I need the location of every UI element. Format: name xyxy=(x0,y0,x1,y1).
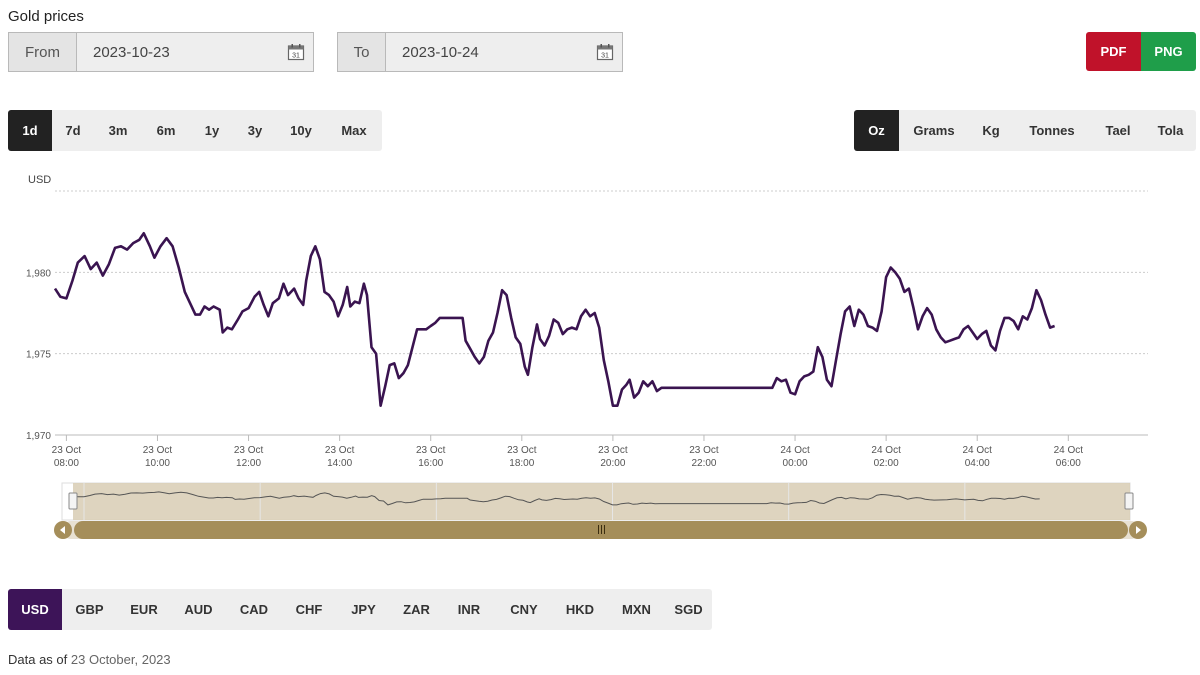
navigator-selected-range[interactable] xyxy=(73,483,1130,520)
from-date-value: 2023-10-23 xyxy=(93,43,170,61)
to-label: To xyxy=(338,33,386,71)
tab-unit-tael[interactable]: Tael xyxy=(1105,123,1131,138)
tab-unit-tonnes[interactable]: Tonnes xyxy=(1029,123,1075,138)
x-axis: 23 Oct 08:00 23 Oct 10:00 23 Oct 12:00 23 Oct 1… xyxy=(52,435,1084,469)
chevron-right-icon xyxy=(1136,526,1141,534)
unit-tabs: Oz Grams Kg Tonnes Tael Tola xyxy=(854,110,1196,151)
x-tick-label: 23 Oct xyxy=(416,445,446,456)
grip-icon xyxy=(598,525,605,534)
y-axis-unit-label: USD xyxy=(28,174,51,186)
tab-period-3y[interactable]: 3y xyxy=(247,123,263,138)
tab-period-7d[interactable]: 7d xyxy=(65,123,81,138)
scrollbar[interactable] xyxy=(54,521,1147,539)
period-tabs: 1d 7d 3m 6m 1y 3y 10y Max xyxy=(8,110,382,151)
tab-period-10y[interactable]: 10y xyxy=(290,123,312,138)
data-as-of-note: Data as of 23 October, 2023 xyxy=(8,652,171,667)
x-tick-label: 20:00 xyxy=(600,458,625,469)
x-tick-label: 14:00 xyxy=(327,458,352,469)
price-chart: USD 1,970 1,975 1,980 23 Oct 08:00 23 Oct 10:… xyxy=(0,165,1200,545)
navigator-right-handle[interactable] xyxy=(1124,492,1134,510)
y-tick-label: 1,980 xyxy=(26,268,51,279)
x-tick-label: 23 Oct xyxy=(52,445,82,456)
tab-currency-chf[interactable]: CHF xyxy=(295,602,323,617)
x-tick-label: 24 Oct xyxy=(1054,445,1084,456)
from-date-input[interactable]: 2023-10-23 31 xyxy=(77,33,313,71)
navigator-series-line xyxy=(72,491,1040,506)
x-tick-label: 16:00 xyxy=(418,458,443,469)
x-tick-label: 06:00 xyxy=(1056,458,1081,469)
navigator-left-handle[interactable] xyxy=(68,492,78,510)
export-pdf-button[interactable]: PDF xyxy=(1086,32,1141,71)
currency-tabs: USD GBP EUR AUD CAD CHF JPY ZAR INR CNY … xyxy=(8,589,712,630)
tab-currency-cny[interactable]: CNY xyxy=(510,602,538,617)
navigator[interactable] xyxy=(61,482,1134,521)
to-date-input[interactable]: 2023-10-24 31 xyxy=(386,33,622,71)
page-title: Gold prices xyxy=(8,8,84,25)
price-series-line[interactable] xyxy=(53,232,1056,407)
x-tick-label: 10:00 xyxy=(145,458,170,469)
x-tick-label: 00:00 xyxy=(783,458,808,469)
x-tick-label: 18:00 xyxy=(509,458,534,469)
from-date-field[interactable]: From 2023-10-23 31 xyxy=(8,32,314,72)
x-tick-label: 24 Oct xyxy=(780,445,810,456)
x-tick-label: 23 Oct xyxy=(234,445,264,456)
y-axis: 1,970 1,975 1,980 xyxy=(26,268,51,442)
x-tick-label: 23 Oct xyxy=(325,445,355,456)
tab-currency-gbp[interactable]: GBP xyxy=(75,602,104,617)
tab-currency-jpy[interactable]: JPY xyxy=(351,602,376,617)
x-tick-label: 24 Oct xyxy=(871,445,901,456)
tab-unit-grams[interactable]: Grams xyxy=(913,123,955,138)
x-tick-label: 23 Oct xyxy=(143,445,173,456)
export-buttons: PDF PNG xyxy=(1086,32,1196,71)
tab-period-1y[interactable]: 1y xyxy=(204,123,220,138)
tab-currency-inr[interactable]: INR xyxy=(457,602,481,617)
y-tick-label: 1,975 xyxy=(26,350,51,361)
tab-currency-hkd[interactable]: HKD xyxy=(565,602,595,617)
tab-currency-eur[interactable]: EUR xyxy=(130,602,158,617)
x-tick-label: 22:00 xyxy=(691,458,716,469)
calendar-glyph: 31 xyxy=(292,53,300,60)
tab-period-6m[interactable]: 6m xyxy=(156,123,176,138)
tab-currency-cad[interactable]: CAD xyxy=(239,602,269,617)
data-as-of-date: 23 October, 2023 xyxy=(70,652,171,667)
calendar-glyph: 31 xyxy=(601,53,609,60)
navigator-line xyxy=(72,491,1040,506)
x-tick-label: 23 Oct xyxy=(507,445,537,456)
tab-unit-tola[interactable]: Tola xyxy=(1157,123,1184,138)
x-tick-label: 23 Oct xyxy=(598,445,628,456)
calendar-icon[interactable]: 31 xyxy=(596,43,614,61)
tab-period-max[interactable]: Max xyxy=(341,123,367,138)
chart-svg: USD 1,970 1,975 1,980 23 Oct 08:00 23 Oct 10:… xyxy=(26,174,1148,539)
from-label: From xyxy=(9,33,77,71)
x-tick-label: 04:00 xyxy=(965,458,990,469)
y-tick-label: 1,970 xyxy=(26,431,51,442)
x-tick-label: 08:00 xyxy=(54,458,79,469)
calendar-icon[interactable]: 31 xyxy=(287,43,305,61)
to-date-value: 2023-10-24 xyxy=(402,43,479,61)
tab-currency-mxn[interactable]: MXN xyxy=(622,602,651,617)
to-date-field[interactable]: To 2023-10-24 31 xyxy=(337,32,623,72)
chevron-left-icon xyxy=(60,526,65,534)
tab-unit-oz[interactable]: Oz xyxy=(854,110,899,151)
export-png-button[interactable]: PNG xyxy=(1141,32,1196,71)
data-as-of-prefix: Data as of xyxy=(8,652,68,667)
navigator-grid xyxy=(83,483,966,520)
x-tick-label: 24 Oct xyxy=(962,445,992,456)
chart-grid xyxy=(55,190,1148,436)
tab-currency-usd[interactable]: USD xyxy=(8,589,62,630)
x-tick-label: 23 Oct xyxy=(689,445,719,456)
tab-currency-aud[interactable]: AUD xyxy=(184,602,213,617)
tab-period-3m[interactable]: 3m xyxy=(108,123,128,138)
tab-currency-zar[interactable]: ZAR xyxy=(403,602,430,617)
plot-area xyxy=(53,232,1056,407)
tab-period-1d[interactable]: 1d xyxy=(8,110,52,151)
x-tick-label: 12:00 xyxy=(236,458,261,469)
tab-unit-kg[interactable]: Kg xyxy=(982,123,1000,138)
tab-currency-sgd[interactable]: SGD xyxy=(674,602,703,617)
x-tick-label: 02:00 xyxy=(874,458,899,469)
